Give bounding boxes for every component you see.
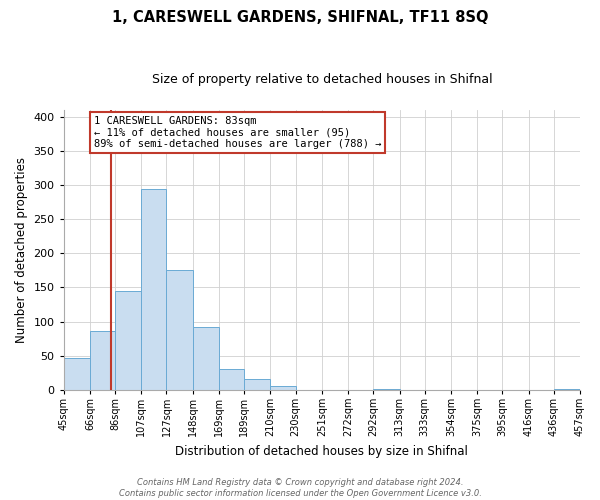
Text: 1, CARESWELL GARDENS, SHIFNAL, TF11 8SQ: 1, CARESWELL GARDENS, SHIFNAL, TF11 8SQ	[112, 10, 488, 25]
Bar	[219, 370, 244, 390]
Bar	[373, 389, 400, 390]
Bar	[193, 327, 219, 390]
Bar	[64, 358, 90, 390]
Bar	[142, 190, 166, 390]
X-axis label: Distribution of detached houses by size in Shifnal: Distribution of detached houses by size …	[175, 444, 468, 458]
Bar	[271, 386, 296, 390]
Bar	[166, 270, 193, 390]
Bar	[115, 291, 142, 390]
Text: Contains HM Land Registry data © Crown copyright and database right 2024.
Contai: Contains HM Land Registry data © Crown c…	[119, 478, 481, 498]
Bar	[244, 380, 271, 390]
Text: 1 CARESWELL GARDENS: 83sqm
← 11% of detached houses are smaller (95)
89% of semi: 1 CARESWELL GARDENS: 83sqm ← 11% of deta…	[94, 116, 381, 149]
Bar	[554, 389, 580, 390]
Title: Size of property relative to detached houses in Shifnal: Size of property relative to detached ho…	[152, 72, 492, 86]
Bar	[90, 331, 115, 390]
Y-axis label: Number of detached properties: Number of detached properties	[15, 157, 28, 343]
